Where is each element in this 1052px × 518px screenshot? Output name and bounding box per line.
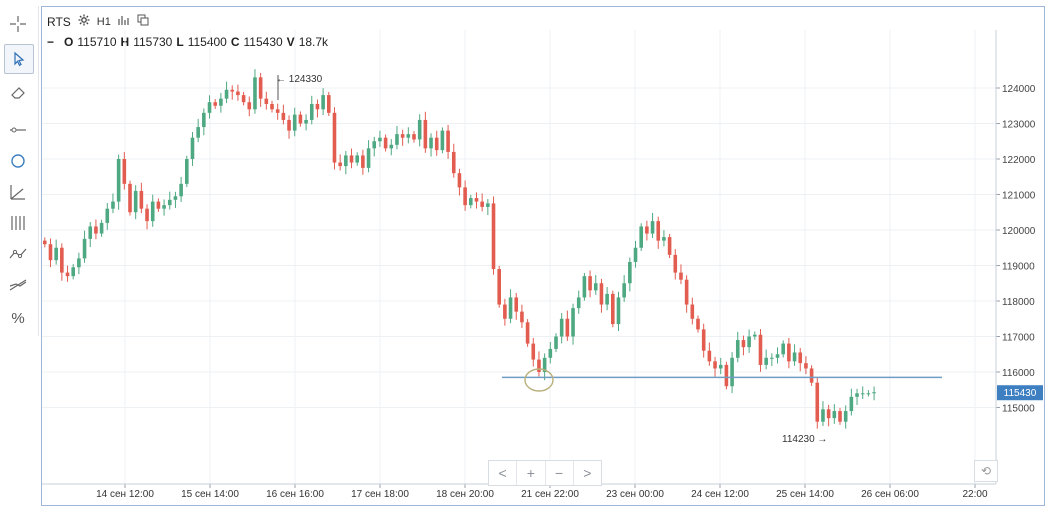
eraser-icon[interactable] — [4, 78, 32, 106]
timeframe-label[interactable]: H1 — [96, 15, 111, 28]
close-value: 115430 — [243, 35, 283, 49]
vertical-lines-icon[interactable] — [4, 209, 32, 237]
pattern-icon[interactable] — [4, 240, 32, 268]
close-label: C — [230, 35, 240, 49]
crosshair-icon[interactable] — [4, 10, 32, 38]
scroll-left-button[interactable]: < — [489, 461, 518, 485]
percent-icon[interactable]: % — [11, 309, 25, 327]
scroll-right-button[interactable]: > — [583, 465, 592, 481]
high-value: 115730 — [133, 35, 173, 49]
circle-icon[interactable] — [4, 147, 32, 175]
chart-legend-title: RTS H1 — [47, 14, 149, 29]
volume-label: V — [286, 35, 295, 49]
zoom-in-button[interactable]: + — [517, 461, 546, 485]
angle-icon[interactable] — [4, 178, 32, 206]
ohlc-legend: − O 115710 H 115730 L 115400 C 115430 V … — [47, 35, 328, 49]
high-label: H — [120, 35, 130, 49]
drawing-toolbar: % — [0, 6, 39, 336]
collapse-dash[interactable]: − — [47, 35, 55, 49]
bar-chart-icon[interactable] — [118, 15, 130, 29]
compare-icon[interactable] — [137, 14, 149, 29]
cursor-icon[interactable] — [4, 44, 34, 74]
settings-gear-icon[interactable] — [78, 14, 90, 29]
zoom-out-button[interactable]: − — [546, 461, 574, 485]
chart-area[interactable] — [41, 6, 1045, 506]
low-value: 115400 — [187, 35, 227, 49]
reset-chart-button[interactable]: ⟲ — [974, 460, 998, 482]
open-value: 115710 — [77, 35, 117, 49]
trend-icon[interactable] — [4, 271, 32, 299]
volume-value: 18.7k — [298, 35, 329, 49]
open-label: O — [64, 35, 74, 49]
low-label: L — [176, 35, 184, 49]
navigation-controls: < + − > — [488, 460, 602, 486]
line-icon[interactable] — [4, 116, 32, 144]
symbol-label[interactable]: RTS — [47, 14, 71, 29]
